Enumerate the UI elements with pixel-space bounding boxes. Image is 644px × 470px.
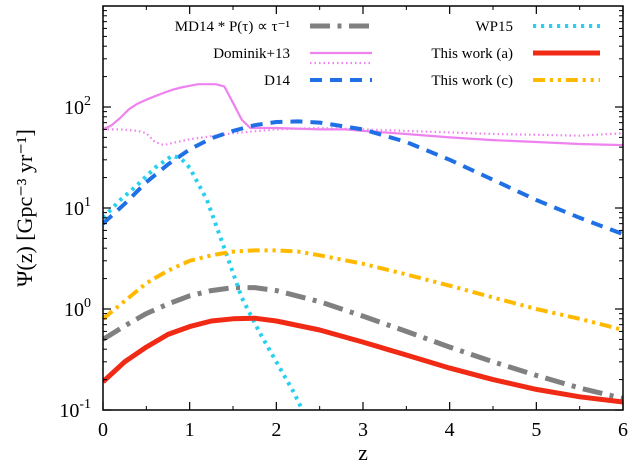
x-tick-label: 0 xyxy=(98,419,108,441)
x-tick-label: 6 xyxy=(618,419,628,441)
ticks-layer: 0 1 2 3 4 5 6 10-1 100 101 102 xyxy=(59,6,628,441)
series-line-md14 xyxy=(103,285,623,401)
x-tick-label: 2 xyxy=(271,419,281,441)
x-tick-label: 4 xyxy=(445,419,455,441)
y-tick-label: 101 xyxy=(64,195,91,220)
x-tick-label: 5 xyxy=(531,419,541,441)
legend-label-work_c: This work (c) xyxy=(431,73,513,89)
plot-frame xyxy=(102,5,624,411)
series-layer xyxy=(103,83,623,410)
legend-label-d14: D14 xyxy=(264,73,290,89)
x-tick-label: 1 xyxy=(185,419,195,441)
y-tick-label: 102 xyxy=(64,94,91,119)
legend-label-dominik_solid: Dominik+13 xyxy=(213,46,290,62)
legend-label-wp15: WP15 xyxy=(476,19,514,35)
y-axis-title: Ψ(z) [Gpc⁻³ yr⁻¹] xyxy=(12,129,37,287)
x-tick-label: 3 xyxy=(358,419,368,441)
y-tick-label: 10-1 xyxy=(59,397,91,422)
legend-label-md14: MD14 * P(τ) ∝ τ⁻¹ xyxy=(175,19,290,35)
series-line-d14 xyxy=(103,119,623,237)
x-axis-title: z xyxy=(358,440,368,465)
legend: MD14 * P(τ) ∝ τ⁻¹ Dominik+13 D14 WP15 This w… xyxy=(175,19,600,89)
series-line-dominik_solid xyxy=(103,83,623,147)
y-tick-label: 100 xyxy=(64,296,91,321)
legend-label-work_a: This work (a) xyxy=(431,46,513,62)
series-line-wp15 xyxy=(103,153,305,410)
series-line-work_a xyxy=(103,315,623,405)
series-line-work_c xyxy=(103,248,623,332)
